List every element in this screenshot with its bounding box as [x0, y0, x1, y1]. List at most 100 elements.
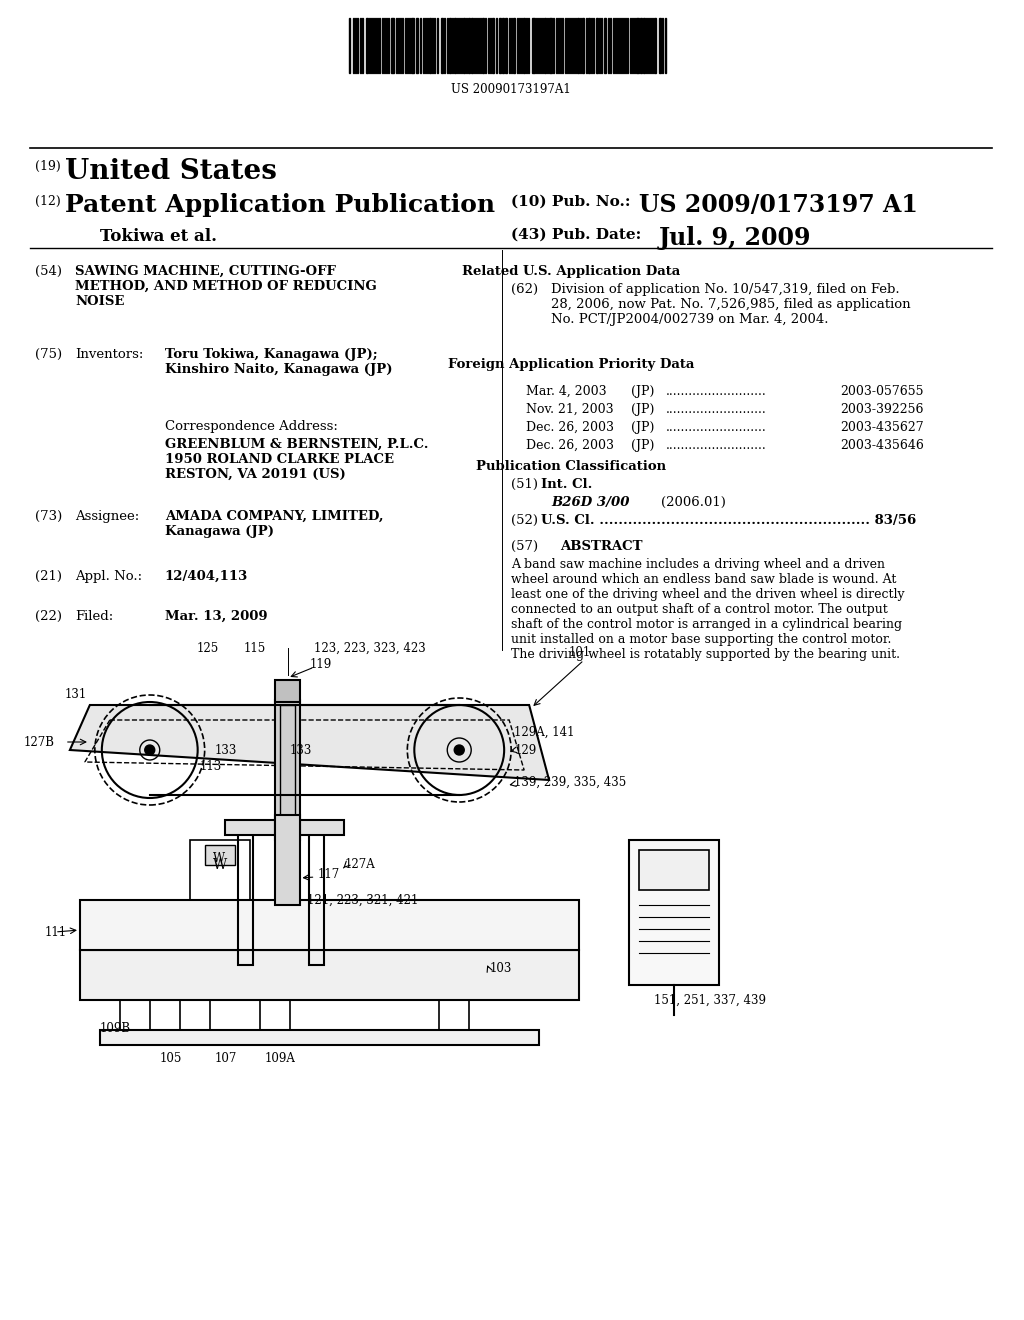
Bar: [588, 18, 590, 73]
Text: 109A: 109A: [264, 1052, 296, 1064]
Text: AMADA COMPANY, LIMITED,
Kanagawa (JP): AMADA COMPANY, LIMITED, Kanagawa (JP): [165, 510, 383, 539]
Text: Assignee:: Assignee:: [75, 510, 139, 523]
Bar: [391, 18, 394, 73]
Text: 2003-057655: 2003-057655: [841, 385, 924, 399]
Bar: [629, 840, 719, 985]
Text: Patent Application Publication: Patent Application Publication: [65, 193, 495, 216]
Bar: [274, 680, 299, 702]
Bar: [499, 18, 501, 73]
Text: Appl. No.:: Appl. No.:: [75, 570, 142, 583]
Bar: [505, 18, 507, 73]
Text: 2003-392256: 2003-392256: [841, 403, 924, 416]
Bar: [280, 705, 295, 836]
Text: (10) Pub. No.:: (10) Pub. No.:: [511, 195, 631, 209]
Bar: [640, 18, 642, 73]
Bar: [412, 18, 415, 73]
Text: W: W: [213, 858, 226, 873]
Bar: [80, 900, 579, 950]
Text: 139, 239, 335, 435: 139, 239, 335, 435: [514, 776, 627, 788]
Bar: [471, 18, 473, 73]
Bar: [80, 950, 579, 1001]
Text: 125: 125: [197, 642, 219, 655]
Polygon shape: [70, 705, 549, 780]
Bar: [417, 18, 419, 73]
Text: 2003-435627: 2003-435627: [841, 421, 925, 434]
Text: (JP): (JP): [631, 421, 654, 434]
Bar: [639, 850, 709, 890]
Bar: [643, 18, 645, 73]
Text: (12): (12): [35, 195, 60, 209]
Bar: [309, 825, 325, 965]
Text: (21): (21): [35, 570, 61, 583]
Text: Inventors:: Inventors:: [75, 348, 143, 360]
Bar: [468, 18, 470, 73]
Bar: [596, 18, 598, 73]
Text: Toru Tokiwa, Kanagawa (JP);
Kinshiro Naito, Kanagawa (JP): Toru Tokiwa, Kanagawa (JP); Kinshiro Nai…: [165, 348, 392, 376]
Text: 127B: 127B: [24, 735, 55, 748]
Bar: [450, 18, 452, 73]
Bar: [544, 18, 546, 73]
Bar: [205, 845, 234, 865]
Text: (JP): (JP): [631, 385, 654, 399]
Text: A band saw machine includes a driving wheel and a driven
wheel around which an e: A band saw machine includes a driving wh…: [511, 558, 905, 661]
Bar: [502, 18, 504, 73]
Bar: [455, 18, 457, 73]
Text: Mar. 13, 2009: Mar. 13, 2009: [165, 610, 267, 623]
Bar: [189, 840, 250, 900]
Text: (54): (54): [35, 265, 61, 279]
Text: 2003-435646: 2003-435646: [841, 440, 925, 451]
Bar: [658, 18, 660, 73]
Text: Int. Cl.: Int. Cl.: [541, 478, 593, 491]
Bar: [532, 18, 536, 73]
Text: Nov. 21, 2003: Nov. 21, 2003: [526, 403, 613, 416]
Bar: [441, 18, 443, 73]
Text: (73): (73): [35, 510, 62, 523]
Text: 129: 129: [514, 743, 537, 756]
Text: Dec. 26, 2003: Dec. 26, 2003: [526, 421, 614, 434]
Text: ..........................: ..........................: [666, 440, 767, 451]
Text: Publication Classification: Publication Classification: [476, 459, 667, 473]
Text: (2006.01): (2006.01): [660, 496, 726, 510]
Bar: [367, 18, 369, 73]
Bar: [654, 18, 656, 73]
Text: 115: 115: [244, 642, 265, 655]
Bar: [259, 1001, 290, 1030]
Bar: [482, 18, 484, 73]
Bar: [604, 18, 606, 73]
Text: US 20090173197A1: US 20090173197A1: [452, 83, 571, 96]
Bar: [578, 18, 579, 73]
Text: 127A: 127A: [344, 858, 375, 871]
Bar: [493, 18, 495, 73]
Text: B26D 3/00: B26D 3/00: [551, 496, 630, 510]
Text: 119: 119: [309, 659, 332, 672]
Text: Related U.S. Application Data: Related U.S. Application Data: [462, 265, 680, 279]
Text: (19): (19): [35, 160, 60, 173]
Text: ..........................: ..........................: [666, 403, 767, 416]
Text: 123, 223, 323, 423: 123, 223, 323, 423: [314, 642, 426, 655]
Text: 129A, 141: 129A, 141: [514, 726, 574, 738]
Bar: [238, 825, 253, 965]
Bar: [636, 18, 639, 73]
Bar: [582, 18, 584, 73]
Text: Filed:: Filed:: [75, 610, 113, 623]
Text: Division of application No. 10/547,319, filed on Feb.
28, 2006, now Pat. No. 7,5: Division of application No. 10/547,319, …: [551, 282, 910, 326]
Text: 133: 133: [215, 743, 237, 756]
Text: 117: 117: [317, 869, 340, 882]
Bar: [274, 700, 299, 840]
Text: 103: 103: [489, 961, 512, 974]
Text: (52): (52): [511, 513, 539, 527]
Text: Correspondence Address:: Correspondence Address:: [165, 420, 338, 433]
Text: Foreign Application Priority Data: Foreign Application Priority Data: [447, 358, 694, 371]
Text: 113: 113: [200, 760, 222, 774]
Text: (22): (22): [35, 610, 61, 623]
Text: 109B: 109B: [99, 1022, 131, 1035]
Text: ..........................: ..........................: [666, 421, 767, 434]
Text: 121, 223, 321, 421: 121, 223, 321, 421: [307, 894, 419, 907]
Text: 107: 107: [215, 1052, 237, 1064]
Bar: [274, 814, 299, 906]
Bar: [513, 18, 515, 73]
Text: 105: 105: [160, 1052, 182, 1064]
Bar: [463, 18, 465, 73]
Bar: [549, 18, 552, 73]
Bar: [224, 820, 344, 836]
